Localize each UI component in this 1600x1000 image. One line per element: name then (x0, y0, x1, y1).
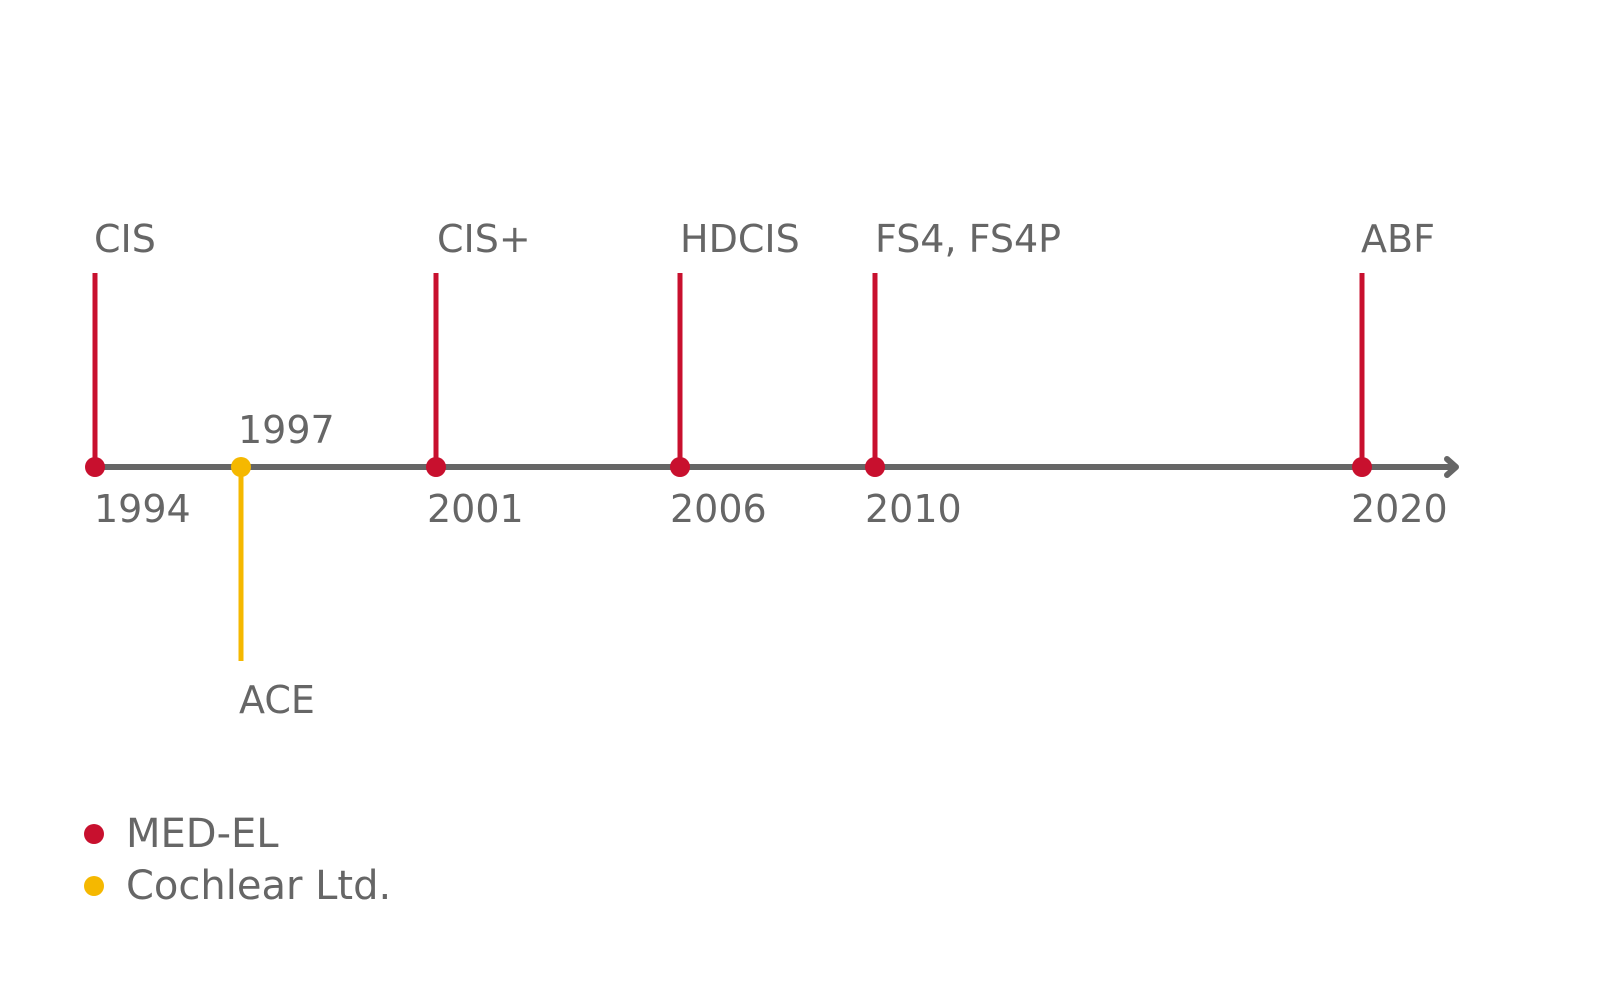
year-label-2001: 2001 (427, 487, 524, 531)
event-marker-1994 (85, 457, 105, 477)
event-label-fs4: FS4, FS4P (875, 217, 1062, 261)
event-marker-2010 (865, 457, 885, 477)
year-label-1997: 1997 (238, 408, 335, 452)
event-label-ace: ACE (239, 678, 315, 722)
med-el-dot-icon (84, 824, 104, 844)
event-label-abf: ABF (1361, 217, 1435, 261)
year-label-1994: 1994 (94, 487, 191, 531)
year-label-2010: 2010 (865, 487, 962, 531)
event-marker-2001 (426, 457, 446, 477)
event-label-cis-plus: CIS+ (437, 217, 531, 261)
legend-label-cochlear: Cochlear Ltd. (126, 863, 392, 909)
event-label-hdcis: HDCIS (680, 217, 800, 261)
legend-item-med-el: MED-EL (84, 814, 279, 854)
legend-label-med-el: MED-EL (126, 811, 279, 857)
year-label-2006: 2006 (670, 487, 767, 531)
event-marker-2020 (1352, 457, 1372, 477)
event-label-cis: CIS (94, 217, 156, 261)
year-label-2020: 2020 (1351, 487, 1448, 531)
event-marker-1997 (231, 457, 251, 477)
timeline-arrowhead (1444, 456, 1459, 478)
event-marker-2006 (670, 457, 690, 477)
legend-item-cochlear: Cochlear Ltd. (84, 866, 391, 906)
cochlear-dot-icon (84, 876, 104, 896)
